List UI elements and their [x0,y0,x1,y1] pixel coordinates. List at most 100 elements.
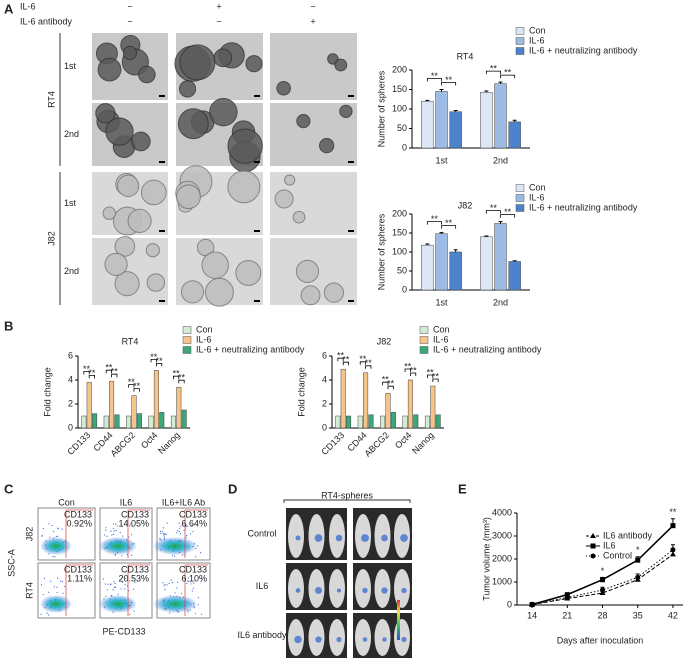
scale-bar [159,161,165,163]
event [180,533,181,534]
event [48,523,49,524]
row-label: J82 [24,527,34,542]
sphere [246,56,262,72]
event [185,537,186,538]
panel-label: E [458,481,467,496]
event [129,548,130,549]
sphere [180,45,215,80]
bar [115,415,120,428]
legend-label: IL-6 + neutralizing antibody [433,344,542,354]
event [162,582,163,583]
event [166,523,167,524]
event [48,553,49,554]
legend-label: IL-6 + neutralizing antibody [529,202,638,212]
sphere [128,209,151,232]
treatment-mark: − [216,16,221,26]
treatment-mark: + [310,16,315,26]
event [200,552,201,553]
event [45,607,46,608]
event [117,541,118,542]
sphere [202,252,228,278]
event [55,599,56,600]
x-tick-label: ABCG2 [108,430,137,459]
event [115,530,116,531]
signal [361,534,369,542]
signal [337,588,341,592]
gate-percent: 1.11% [67,573,92,583]
event [58,528,59,529]
event [192,531,193,532]
event [125,599,126,600]
event [178,541,179,542]
signal [294,636,301,643]
signal [296,588,301,593]
event [176,596,177,597]
event [125,584,126,585]
event [113,528,114,529]
event [53,531,54,532]
legend-swatch [420,337,428,344]
mouse [394,619,410,656]
row-label: IL6 antibody [237,630,287,640]
x-tick-label: 35 [633,610,643,620]
event [110,598,111,599]
scale-bar [348,300,354,302]
event [115,554,116,555]
event [113,589,114,590]
legend-swatch [183,347,191,354]
event [111,542,112,543]
point [530,602,535,607]
round-label: 2nd [64,129,79,139]
event [179,528,180,529]
event [166,584,167,585]
legend-swatch [516,28,524,35]
legend-label: Con [433,324,450,334]
event [107,589,108,590]
event [173,550,174,551]
treatment-label: IL-6 antibody [20,16,73,26]
point [565,595,570,600]
significance-label: ** [504,67,512,77]
x-tick-label: ABCG2 [362,430,391,459]
event [62,528,63,529]
scale-bar [254,95,260,97]
event [198,597,199,598]
event [190,583,191,584]
bar [92,414,97,428]
event [170,595,171,596]
row-label: IL6 [256,581,269,591]
x-axis-label: Days after inoculation [557,635,644,645]
event [163,585,164,586]
legend-swatch [516,205,524,212]
event [105,530,106,531]
event [57,592,58,593]
event [133,589,134,590]
y-tick-label: 100 [392,246,407,256]
event [168,600,169,601]
y-tick-label: 0 [68,422,73,432]
event [193,588,194,589]
event [201,614,202,615]
significance-label: ** [178,373,186,383]
bar [182,410,187,428]
bar [403,416,408,428]
bar [126,416,131,428]
panel-label: D [228,481,237,496]
event [164,534,165,535]
y-tick-label: 3000 [492,530,512,540]
significance-label: ** [365,358,373,368]
x-tick-label: 21 [562,610,572,620]
bar [509,122,521,148]
annotation: * [636,545,640,555]
gate-percent: 6.10% [181,573,207,583]
bar [436,415,441,428]
bar [436,91,448,148]
event [111,595,112,596]
event [163,527,164,528]
y-tick-label: 2 [322,398,327,408]
x-tick-label: 2nd [493,155,508,165]
y-tick-label: 200 [392,64,407,74]
bar [177,387,182,428]
event [164,538,165,539]
event [179,531,180,532]
